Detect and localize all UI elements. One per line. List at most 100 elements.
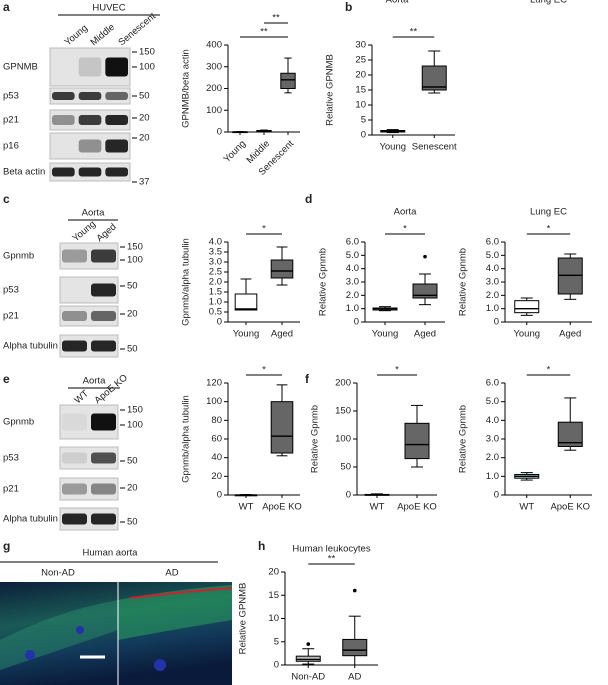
x-tick-label: ApoE KO (397, 502, 437, 513)
image-title: Human aorta (83, 548, 139, 559)
blot-label: p53 (3, 285, 19, 296)
x-tick-label: WT (519, 502, 534, 513)
marker-label: 100 (139, 62, 155, 73)
y-tick-label: 150 (335, 406, 351, 417)
y-tick-label: 25 (355, 55, 366, 66)
y-tick-label: 50 (340, 462, 351, 473)
outlier (306, 642, 311, 646)
y-tick-label: 5.0 (486, 396, 499, 407)
marker-label: 150 (139, 47, 155, 58)
blot-header: Aorta (83, 376, 106, 387)
blot-label: Alpha tubulin (3, 341, 58, 352)
x-tick-label: Aged (271, 329, 293, 340)
significance-label: * (403, 224, 407, 235)
marker-label: 37 (139, 177, 150, 188)
blot-band (62, 483, 87, 495)
x-tick-label: Aged (414, 329, 436, 340)
y-tick-label: 5.0 (486, 250, 499, 261)
lane-label: Young (70, 219, 97, 245)
box (412, 283, 438, 299)
y-tick-label: 20 (355, 70, 366, 81)
chart-title: Human leukocytes (292, 544, 370, 555)
blot-band (62, 452, 87, 464)
lane-label: Aged (94, 222, 118, 245)
marker-label: 100 (127, 255, 143, 266)
outlier (352, 588, 357, 593)
significance-label: * (262, 365, 266, 376)
box (234, 293, 258, 311)
lane-label: WT (72, 388, 91, 406)
y-tick-label: 20 (211, 471, 222, 482)
blot-label: p21 (3, 115, 19, 126)
y-tick-label: 0 (274, 660, 279, 671)
x-tick-label: ApoE KO (262, 502, 302, 513)
x-tick-label: Young (233, 329, 260, 340)
panel-letter: a (3, 0, 10, 14)
chart-title: Aorta (394, 207, 417, 218)
box (514, 300, 540, 314)
box (280, 72, 296, 90)
y-tick-label: 100 (335, 434, 351, 445)
blot-band (105, 167, 128, 177)
lane-label: Middle (88, 22, 117, 48)
blot-band (62, 249, 87, 263)
y-tick-label: 2.0 (209, 277, 222, 288)
y-tick-label: 4.0 (346, 263, 359, 274)
significance-label: ** (260, 27, 268, 38)
y-tick-label: 10 (355, 100, 366, 111)
y-tick-label: 15 (268, 590, 279, 601)
x-tick-label: Aged (559, 329, 581, 340)
y-tick-label: 6.0 (486, 378, 499, 389)
lane-label: Young (62, 23, 89, 49)
marker-label: 20 (139, 133, 150, 144)
significance-label: * (262, 224, 266, 235)
marker-label: 100 (127, 420, 143, 431)
y-tick-label: 120 (206, 378, 222, 389)
marker-label: 50 (127, 517, 138, 528)
chart-title: Lung EC (530, 207, 567, 218)
marker-label: 50 (139, 91, 150, 102)
y-axis-label: Relative Gpnmb (310, 405, 321, 473)
box (404, 422, 430, 460)
y-tick-label: 2.0 (486, 290, 499, 301)
significance-label: ** (410, 27, 418, 38)
blot-label: Gpnmb (3, 251, 34, 262)
y-axis-label: Relative Gpnmb (458, 248, 469, 316)
y-tick-label: 4.0 (486, 415, 499, 426)
y-tick-label: 5 (361, 115, 366, 126)
y-tick-label: 80 (211, 415, 222, 426)
y-tick-label: 1.5 (209, 287, 222, 298)
blot-band (78, 139, 102, 153)
panel-letter: b (345, 0, 352, 14)
y-tick-label: 3.0 (486, 434, 499, 445)
panel-letter: c (3, 192, 10, 206)
y-tick-label: 2.5 (209, 267, 222, 278)
blot-band (105, 115, 128, 125)
panel-letter: e (3, 372, 10, 386)
blot-band (62, 311, 87, 321)
y-tick-label: 5 (274, 636, 279, 647)
y-tick-label: 200 (335, 378, 351, 389)
blot-band (62, 513, 87, 525)
blot-band (91, 249, 116, 263)
marker-label: 50 (127, 456, 138, 467)
y-tick-label: 100 (206, 396, 222, 407)
marker-label: 50 (127, 281, 138, 292)
y-tick-label: 400 (206, 40, 222, 51)
box (342, 638, 368, 657)
y-tick-label: 200 (206, 83, 222, 94)
blot-band (105, 139, 128, 153)
blot-band (91, 413, 116, 431)
blot-band (62, 340, 87, 352)
y-tick-label: 1.0 (486, 303, 499, 314)
blot-band (91, 283, 116, 297)
y-tick-label: 2.0 (486, 452, 499, 463)
blot-label: p53 (3, 453, 19, 464)
blot-label: p21 (3, 484, 19, 495)
y-tick-label: 3.0 (486, 277, 499, 288)
blot-label: Beta actin (3, 167, 45, 178)
blot-band (52, 167, 75, 177)
y-axis-label: Relative Gpnmb (458, 405, 469, 473)
y-tick-label: 0 (494, 490, 499, 501)
